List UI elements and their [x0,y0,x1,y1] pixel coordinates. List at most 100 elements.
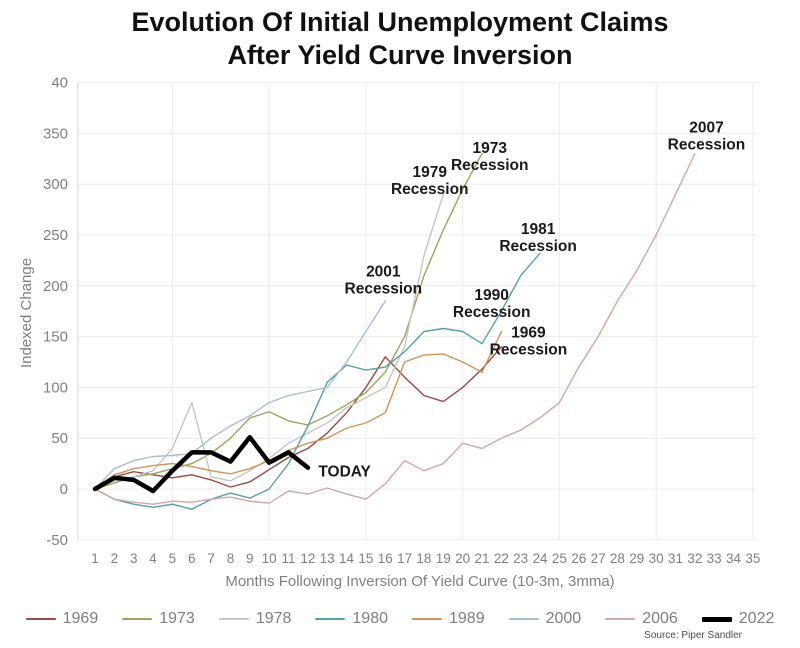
x-tick-label: 3 [130,551,138,566]
x-tick-label: 15 [358,551,373,566]
x-tick-label: 35 [745,551,760,566]
x-tick-label: 21 [474,551,489,566]
x-tick-label: 30 [649,551,664,566]
x-axis-title: Months Following Inversion Of Yield Curv… [225,573,614,590]
legend-label-1980: 1980 [352,610,388,627]
y-tick-label: -50 [46,532,68,549]
y-axis-title: Indexed Change [18,258,35,368]
x-tick-label: 2 [111,551,119,566]
series-line-1989 [94,330,503,490]
x-tick-label: 20 [455,551,470,566]
legend-swatch-1980 [315,618,346,620]
x-tick-label: 28 [610,551,625,566]
annotation-1979-recession: 1979 [413,164,448,181]
legend-label-1973: 1973 [159,610,195,627]
annotation-1981-recession: Recession [499,238,577,255]
legend-swatch-2006 [605,618,636,620]
y-tick-label: 300 [43,176,68,193]
x-tick-label: 6 [188,551,196,566]
annotation-1973-recession: 1973 [472,140,507,157]
chart-legend: 1969 1973 1978 1980 1989 2000 2006 2022 [0,610,800,628]
chart-title-line1: Evolution Of Initial Unemployment Claims [131,7,669,37]
legend-item-1973: 1973 [122,610,195,628]
x-tick-label: 13 [320,551,335,566]
y-tick-label: 150 [43,329,68,346]
annotation-2007-recession: 2007 [689,119,723,136]
x-tick-label: 19 [436,551,451,566]
x-tick-label: 14 [339,551,355,566]
y-tick-label: 200 [43,278,68,295]
legend-label-2022: 2022 [738,610,775,627]
series-line-1969 [94,346,503,490]
legend-label-1989: 1989 [449,610,485,627]
x-tick-label: 32 [687,551,702,566]
x-tick-label: 10 [262,551,277,566]
series-line-1973 [94,152,483,490]
annotation-1973-recession: Recession [451,157,529,174]
legend-item-2022: 2022 [701,610,775,628]
annotation-1981-recession: 1981 [521,221,556,238]
x-tick-label: 29 [629,551,644,566]
x-tick-label: 34 [726,551,742,566]
chart-title: Evolution Of Initial Unemployment Claims… [0,6,800,72]
legend-swatch-1969 [25,618,56,620]
annotation-2001-recession: Recession [345,281,423,298]
annotation-1969-recession: 1969 [511,325,546,342]
x-tick-label: 33 [707,551,722,566]
x-tick-label: 4 [149,551,157,566]
y-tick-label: 100 [43,379,68,396]
annotation-1990-recession: 1990 [474,287,508,304]
legend-item-1978: 1978 [218,610,292,628]
x-tick-label: 25 [552,551,567,566]
annotation-2001-recession: 2001 [366,264,401,281]
y-tick-label: 40 [51,75,68,92]
legend-item-1980: 1980 [315,610,388,628]
annotation-1990-recession: Recession [453,304,531,321]
chart-title-line2: After Yield Curve Inversion [227,39,573,70]
x-tick-label: 17 [397,551,412,566]
x-tick-label: 26 [571,551,586,566]
source-note: Source: Piper Sandler [644,630,742,641]
legend-item-2006: 2006 [605,610,678,628]
x-tick-label: 1 [91,551,99,566]
legend-swatch-1973 [122,618,153,620]
series-line-1978 [94,193,444,490]
legend-label-1969: 1969 [62,610,99,627]
x-tick-label: 5 [169,551,177,566]
x-tick-label: 7 [207,551,215,566]
annotation-1969-recession: Recession [490,342,568,359]
x-tick-label: 18 [416,551,431,566]
legend-label-2000: 2000 [545,610,582,627]
x-tick-label: 11 [281,551,295,566]
legend-label-1978: 1978 [255,610,292,627]
y-tick-label: 0 [60,481,68,498]
x-tick-label: 12 [300,551,315,566]
y-tick-label: 50 [51,430,68,447]
legend-swatch-1978 [218,618,249,620]
series-line-2022 [92,434,311,494]
x-tick-label: 24 [533,551,549,566]
x-tick-label: 16 [378,551,393,566]
series-line-2006 [94,152,696,505]
y-tick-label: 250 [43,227,68,244]
x-tick-label: 27 [591,551,606,566]
legend-swatch-2000 [508,618,539,620]
annotation-2007-recession: Recession [668,136,746,153]
x-tick-label: 23 [513,551,528,566]
series-line-1980 [94,252,541,510]
legend-item-1969: 1969 [25,610,99,628]
x-tick-label: 8 [227,551,235,566]
legend-item-1989: 1989 [412,610,485,628]
x-tick-label: 31 [668,551,683,566]
legend-swatch-2022 [701,616,732,622]
x-tick-label: 9 [246,551,254,566]
annotation-today: TODAY [318,464,371,481]
y-tick-label: 350 [43,125,68,142]
legend-label-2006: 2006 [642,610,678,627]
annotation-1979-recession: Recession [391,181,469,198]
x-tick-label: 22 [494,551,509,566]
series-line-2000 [94,300,386,490]
legend-swatch-1989 [412,618,442,620]
